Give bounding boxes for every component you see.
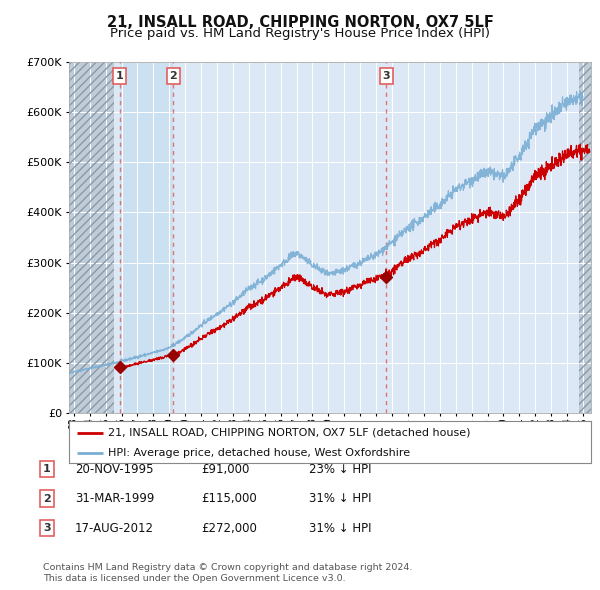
Text: 20-NOV-1995: 20-NOV-1995	[75, 463, 154, 476]
Text: 3: 3	[43, 523, 50, 533]
Text: 1: 1	[116, 71, 124, 81]
Text: 21, INSALL ROAD, CHIPPING NORTON, OX7 5LF: 21, INSALL ROAD, CHIPPING NORTON, OX7 5L…	[107, 15, 493, 30]
Text: 21, INSALL ROAD, CHIPPING NORTON, OX7 5LF (detached house): 21, INSALL ROAD, CHIPPING NORTON, OX7 5L…	[108, 428, 470, 438]
Text: 31% ↓ HPI: 31% ↓ HPI	[309, 522, 371, 535]
Text: 31% ↓ HPI: 31% ↓ HPI	[309, 492, 371, 505]
Text: HPI: Average price, detached house, West Oxfordshire: HPI: Average price, detached house, West…	[108, 448, 410, 457]
Text: Price paid vs. HM Land Registry's House Price Index (HPI): Price paid vs. HM Land Registry's House …	[110, 27, 490, 40]
Text: 2: 2	[43, 494, 50, 503]
Text: Contains HM Land Registry data © Crown copyright and database right 2024.: Contains HM Land Registry data © Crown c…	[43, 563, 413, 572]
Text: £91,000: £91,000	[201, 463, 250, 476]
Text: 31-MAR-1999: 31-MAR-1999	[75, 492, 154, 505]
Text: 3: 3	[382, 71, 390, 81]
Text: £272,000: £272,000	[201, 522, 257, 535]
Text: This data is licensed under the Open Government Licence v3.0.: This data is licensed under the Open Gov…	[43, 574, 346, 583]
Text: £115,000: £115,000	[201, 492, 257, 505]
Text: 2: 2	[169, 71, 177, 81]
Text: 1: 1	[43, 464, 50, 474]
Text: 23% ↓ HPI: 23% ↓ HPI	[309, 463, 371, 476]
Text: 17-AUG-2012: 17-AUG-2012	[75, 522, 154, 535]
